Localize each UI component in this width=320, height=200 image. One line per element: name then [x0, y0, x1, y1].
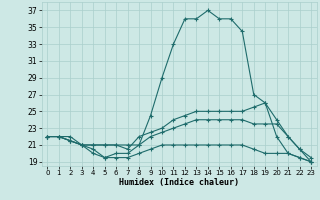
X-axis label: Humidex (Indice chaleur): Humidex (Indice chaleur) [119, 178, 239, 187]
